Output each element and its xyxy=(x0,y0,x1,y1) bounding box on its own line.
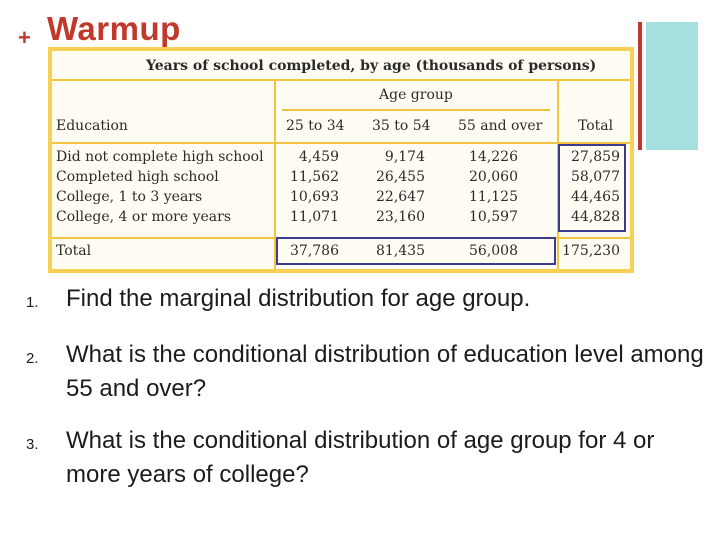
table-cell: 14,226 xyxy=(469,149,518,165)
col-header-55-over: 55 and over xyxy=(458,118,543,134)
question-text: What is the conditional distribution of … xyxy=(66,341,704,402)
question-number: 3. xyxy=(26,436,39,453)
table-cell: 11,071 xyxy=(290,209,339,225)
table-body: Years of school completed, by age (thous… xyxy=(52,51,630,269)
total-row-label: Total xyxy=(56,243,92,259)
row-label: Did not complete high school xyxy=(56,149,264,165)
table-cell: 27,859 xyxy=(571,149,620,165)
question-text: What is the conditional distribution of … xyxy=(66,427,655,488)
accent-divider xyxy=(638,22,642,150)
table-cell: 23,160 xyxy=(376,209,425,225)
row-label: Completed high school xyxy=(56,169,219,185)
highlight-total-column-box xyxy=(558,144,626,232)
plus-icon: + xyxy=(18,25,31,50)
age-group-underline xyxy=(282,109,550,111)
highlight-total-row-box xyxy=(276,237,556,265)
age-group-label: Age group xyxy=(379,87,453,103)
table-cell: 22,647 xyxy=(376,189,425,205)
table-title: Years of school completed, by age (thous… xyxy=(146,58,597,74)
col-header-25-34: 25 to 34 xyxy=(286,118,345,134)
col-header-35-54: 35 to 54 xyxy=(372,118,431,134)
question-number: 2. xyxy=(26,350,39,367)
table-cell: 56,008 xyxy=(469,243,518,259)
accent-block xyxy=(646,22,698,150)
table-cell: 37,786 xyxy=(290,243,339,259)
question-text: Find the marginal distribution for age g… xyxy=(66,285,531,312)
col-header-education: Education xyxy=(56,118,128,134)
rule-col1 xyxy=(274,79,276,269)
table-cell: 10,693 xyxy=(290,189,339,205)
table-cell: 11,125 xyxy=(469,189,518,205)
table-cell: 81,435 xyxy=(376,243,425,259)
table-cell: 58,077 xyxy=(571,169,620,185)
question-number: 1. xyxy=(26,294,39,311)
rule-header xyxy=(52,142,630,144)
table-cell: 44,465 xyxy=(571,189,620,205)
row-label: College, 4 or more years xyxy=(56,209,232,225)
table-cell: 20,060 xyxy=(469,169,518,185)
data-table-image: Years of school completed, by age (thous… xyxy=(48,47,634,273)
col-header-total: Total xyxy=(578,118,614,134)
table-cell: 4,459 xyxy=(298,149,339,165)
table-cell: 11,562 xyxy=(290,169,339,185)
table-cell: 26,455 xyxy=(376,169,425,185)
table-cell: 9,174 xyxy=(384,149,425,165)
rule-top xyxy=(52,79,630,81)
slide-title: Warmup xyxy=(47,10,181,47)
table-cell: 175,230 xyxy=(562,243,620,259)
table-cell: 44,828 xyxy=(571,209,620,225)
table-cell: 10,597 xyxy=(469,209,518,225)
row-label: College, 1 to 3 years xyxy=(56,189,203,205)
